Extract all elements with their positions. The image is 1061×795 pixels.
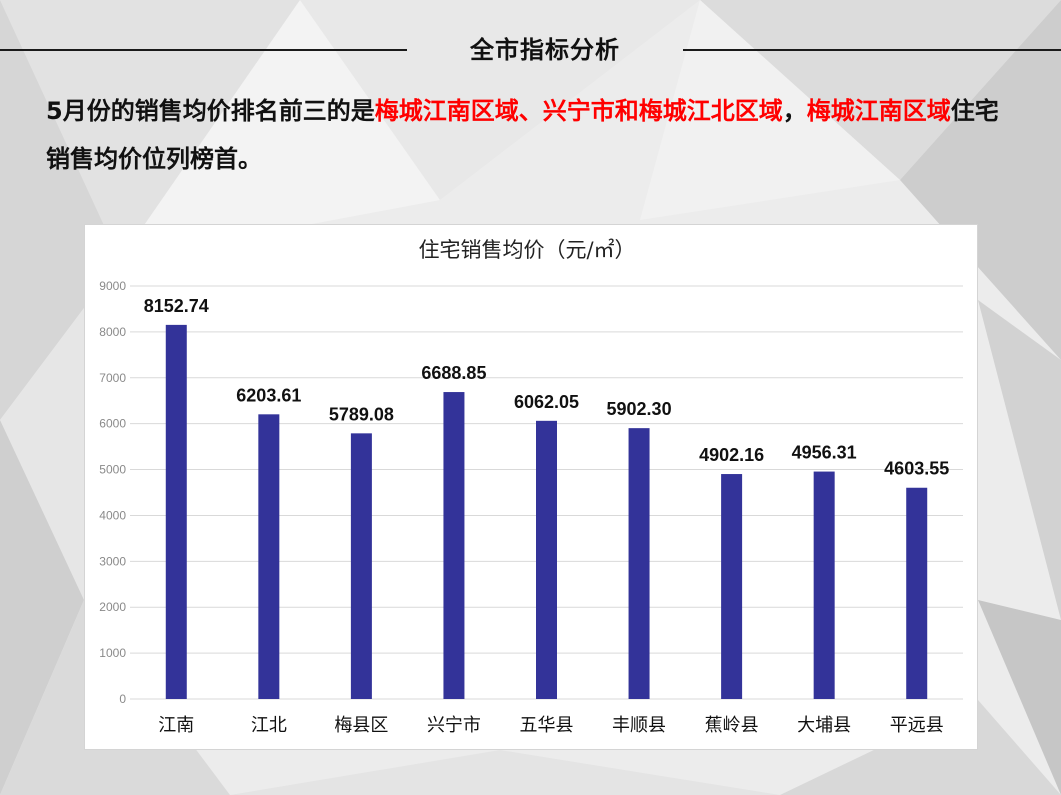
category-label-8: 平远县 xyxy=(890,715,944,736)
data-label-1: 6203.61 xyxy=(236,385,301,405)
summary-highlight-2: 梅城江南区域 xyxy=(806,97,951,125)
summary-highlight-1: 梅城江南区域、兴宁市和梅城江北区域 xyxy=(374,97,783,125)
data-label-8: 4603.55 xyxy=(884,459,949,479)
y-tick-label-9: 9000 xyxy=(99,279,126,293)
y-tick-label-1: 1000 xyxy=(99,646,126,660)
category-label-0: 江南 xyxy=(158,715,194,736)
summary-part-3: 住宅销售均价位列榜首。 xyxy=(46,97,999,173)
data-label-2: 5789.08 xyxy=(329,404,394,424)
category-label-6: 蕉岭县 xyxy=(705,715,759,736)
bar-0 xyxy=(165,324,187,699)
header-rule-left xyxy=(0,49,407,51)
y-tick-label-0: 0 xyxy=(119,692,126,706)
bar-2 xyxy=(350,433,372,699)
bar-chart: 住宅销售均价（元/㎡） 0 1000 2000 3000 4000 5000 6000 700… xyxy=(99,238,963,736)
bar-3 xyxy=(443,392,465,699)
chart-panel: 住宅销售均价（元/㎡） 0 1000 2000 3000 4000 5000 6000 700… xyxy=(84,224,978,750)
header-rule-right xyxy=(683,49,1061,51)
data-label-6: 4902.16 xyxy=(699,445,764,465)
bar-4 xyxy=(536,420,557,699)
data-label-5: 5902.30 xyxy=(607,399,672,419)
data-label-0: 8152.74 xyxy=(144,296,209,316)
category-label-5: 丰顺县 xyxy=(612,715,666,736)
category-label-2: 梅县区 xyxy=(334,715,388,736)
bar-8 xyxy=(906,487,928,699)
summary-part-1: 5月份的销售均价排名前三的是 xyxy=(46,97,375,125)
data-labels: 8152.74 6203.61 5789.08 6688.85 6062.05 5902.… xyxy=(144,296,950,479)
data-label-3: 6688.85 xyxy=(421,363,486,383)
x-axis-categories: 江南 江北 梅县区 兴宁市 五华县 丰顺县 蕉岭县 大埔县 平远县 xyxy=(158,715,943,736)
bar-5 xyxy=(628,428,650,699)
category-label-7: 大埔县 xyxy=(797,715,851,736)
y-tick-label-8: 8000 xyxy=(99,325,126,339)
bars xyxy=(165,324,928,699)
data-label-7: 4956.31 xyxy=(792,443,857,463)
y-tick-label-5: 5000 xyxy=(99,463,126,477)
y-axis-ticks: 0 1000 2000 3000 4000 5000 6000 7000 8000 9000 xyxy=(99,279,126,706)
bar-6 xyxy=(721,474,743,699)
summary-text: 5月份的销售均价排名前三的是梅城江南区域、兴宁市和梅城江北区域，梅城江南区域住宅… xyxy=(46,87,1006,183)
category-label-1: 江北 xyxy=(251,715,287,736)
y-tick-label-7: 7000 xyxy=(99,371,126,385)
chart-title: 住宅销售均价（元/㎡） xyxy=(418,238,635,262)
data-label-4: 6062.05 xyxy=(514,392,579,412)
bar-7 xyxy=(813,471,835,699)
category-label-3: 兴宁市 xyxy=(427,715,481,736)
y-tick-label-6: 6000 xyxy=(99,417,126,431)
y-tick-label-3: 3000 xyxy=(99,554,126,568)
bar-1 xyxy=(258,414,280,699)
page-title: 全市指标分析 xyxy=(470,36,620,64)
y-tick-label-4: 4000 xyxy=(99,508,126,522)
y-tick-label-2: 2000 xyxy=(99,600,126,614)
category-label-4: 五华县 xyxy=(520,715,574,736)
summary-part-2: ， xyxy=(782,97,807,125)
